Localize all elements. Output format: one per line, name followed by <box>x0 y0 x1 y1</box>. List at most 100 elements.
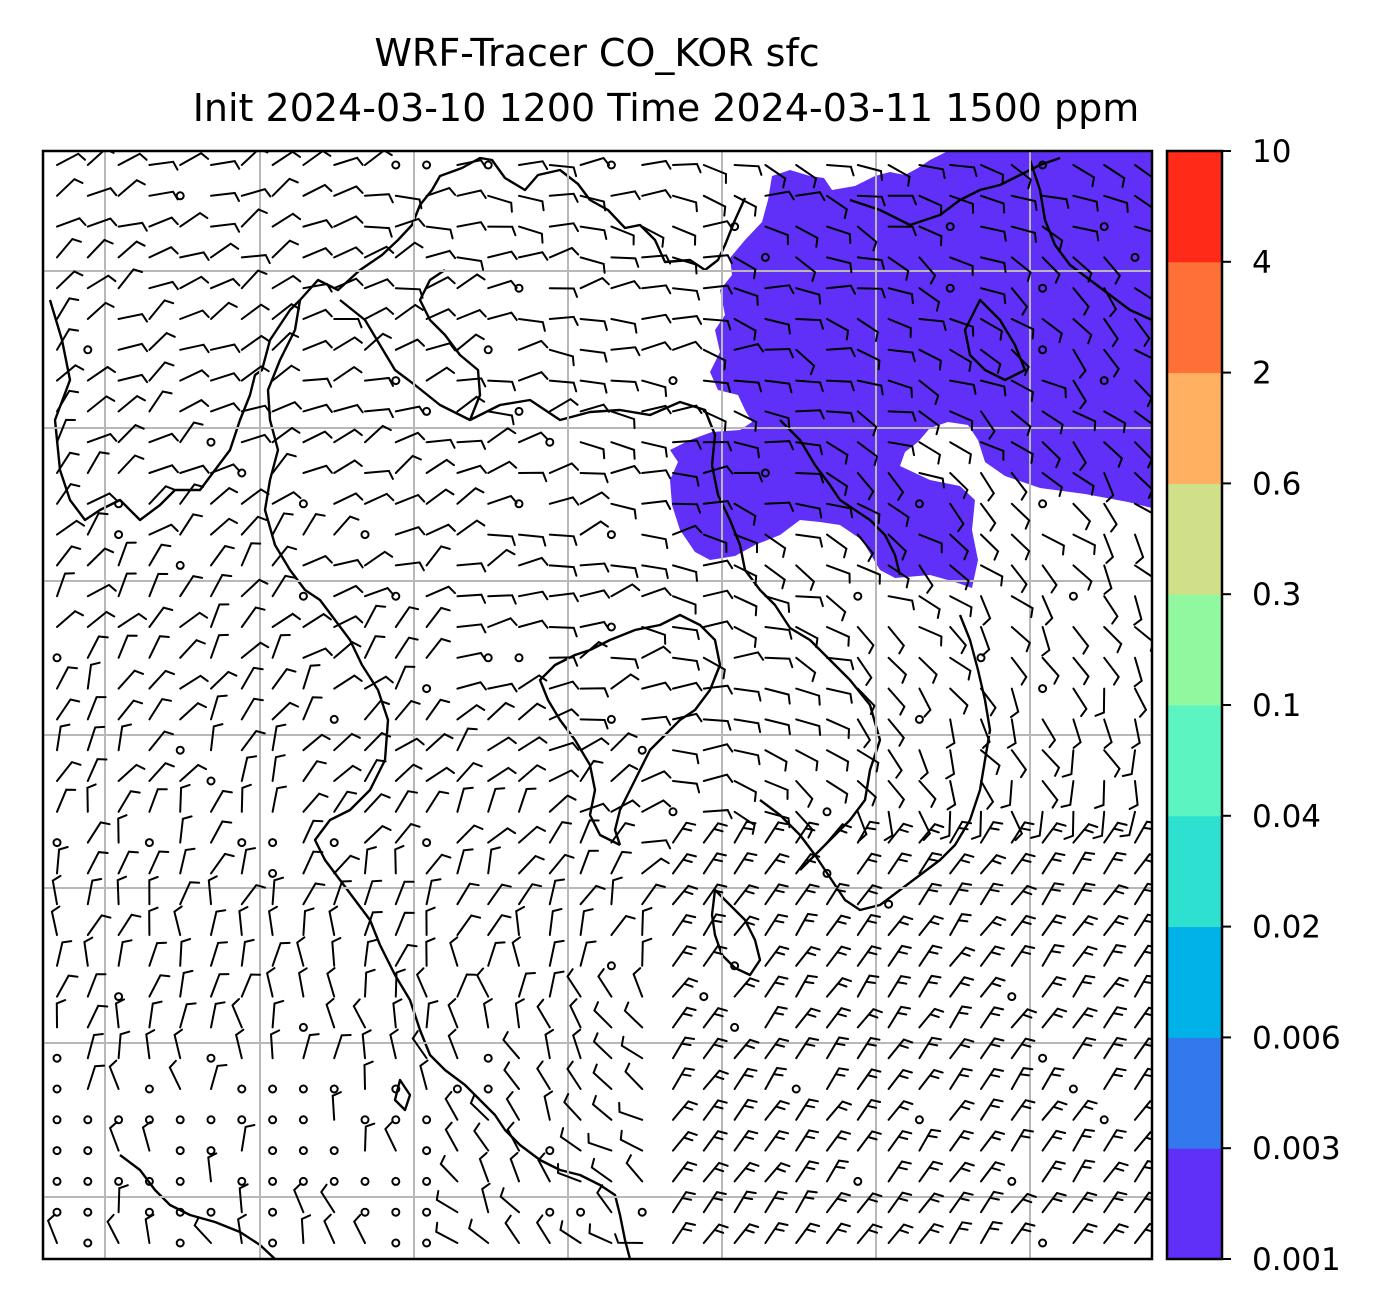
wind-barb <box>148 523 179 536</box>
wind-barb <box>148 246 179 259</box>
wind-barb <box>826 882 850 906</box>
wind-barb <box>1094 780 1106 809</box>
wind-calm-circle <box>268 1146 278 1156</box>
wind-barb <box>1103 1223 1129 1244</box>
wind-barb <box>918 472 945 489</box>
wind-barb <box>1072 410 1097 432</box>
wind-calm-circle <box>237 1115 247 1125</box>
wind-barb <box>918 1222 944 1244</box>
colorbar-tick-label: 0.6 <box>1252 466 1301 502</box>
wind-barb <box>672 977 699 998</box>
wind-barb <box>795 409 825 420</box>
wind-barb <box>945 749 956 780</box>
wind-barb <box>795 502 823 519</box>
wind-barb <box>887 502 910 527</box>
wind-barb <box>702 465 734 475</box>
wind-barb <box>856 379 884 396</box>
wind-barb <box>456 308 487 320</box>
wind-barb <box>918 410 940 436</box>
colorbar-segment <box>1167 705 1222 817</box>
wind-barb <box>548 878 566 906</box>
wind-barb <box>456 914 482 936</box>
wind-barb <box>672 404 703 414</box>
wind-barb <box>1134 502 1152 515</box>
wind-barb <box>86 395 116 413</box>
wind-barb <box>56 760 82 782</box>
wind-barb <box>535 1214 551 1244</box>
wind-barb <box>173 905 183 936</box>
wind-calm-circle <box>83 1146 93 1156</box>
wind-barb <box>579 718 609 730</box>
wind-barb <box>579 403 611 413</box>
wind-barb <box>980 1037 1005 1060</box>
wind-barbs <box>46 151 1152 1248</box>
wind-barb <box>795 441 823 456</box>
wind-barb <box>733 687 762 702</box>
wind-barb <box>271 331 300 351</box>
wind-calm-circle <box>545 1146 555 1156</box>
wind-barb <box>1010 287 1029 316</box>
wind-barb <box>86 365 116 382</box>
wind-barb <box>1072 718 1082 749</box>
wind-barb <box>702 1161 729 1183</box>
wind-barb <box>856 318 879 342</box>
wind-barb <box>148 730 174 752</box>
wind-barb <box>918 823 945 844</box>
wind-barb <box>302 850 324 875</box>
wind-barb <box>1010 749 1028 779</box>
wind-barb <box>1041 1191 1067 1214</box>
wind-barb <box>672 524 703 536</box>
wind-calm-circle <box>360 1176 370 1186</box>
wind-barb <box>148 390 173 413</box>
wind-barb <box>364 699 390 721</box>
wind-barb <box>856 348 881 371</box>
wind-barb <box>826 595 847 622</box>
wind-barb <box>240 606 266 628</box>
wind-barb <box>108 1059 120 1090</box>
wind-calm-circle <box>637 745 647 755</box>
wind-barb <box>518 160 549 171</box>
wind-barb <box>439 1154 459 1183</box>
wind-barb <box>117 312 148 323</box>
wind-barb <box>487 883 512 906</box>
wind-barb <box>271 302 301 320</box>
wind-barb <box>1103 1067 1127 1090</box>
wind-barb <box>918 287 941 312</box>
wind-barb <box>856 749 880 773</box>
wind-barb <box>826 256 853 274</box>
wind-calm-circle <box>52 1207 62 1217</box>
wind-barb <box>456 333 485 351</box>
wind-barb <box>980 441 1005 461</box>
wind-barb <box>148 485 176 505</box>
wind-barb <box>210 603 230 628</box>
wind-barb <box>487 701 515 721</box>
wind-barb <box>980 533 1000 561</box>
wind-barb <box>702 718 732 731</box>
wind-barb <box>887 687 906 716</box>
wind-barb <box>1072 974 1096 998</box>
colorbar-tick-label: 0.006 <box>1252 1020 1341 1056</box>
wind-barb <box>672 225 697 246</box>
colorbar-segment <box>1167 1037 1222 1149</box>
wind-barb <box>537 1152 551 1183</box>
wind-barb <box>826 379 855 392</box>
wind-barb <box>333 558 364 569</box>
wind-barb <box>826 780 849 804</box>
wind-calm-circle <box>391 376 401 386</box>
wind-barb <box>579 256 606 274</box>
wind-barb <box>456 848 474 875</box>
wind-barb <box>394 526 426 536</box>
wind-barb <box>1134 164 1152 189</box>
wind-barb <box>826 687 853 704</box>
wind-barb <box>518 533 547 547</box>
wind-barb <box>918 687 932 718</box>
wind-barb <box>764 718 791 736</box>
wind-barb <box>949 441 972 465</box>
wind-barb <box>702 164 728 184</box>
wind-barb <box>702 589 734 600</box>
wind-barb <box>949 946 976 967</box>
wind-barb <box>672 340 703 351</box>
wind-barb <box>764 656 794 669</box>
wind-barb <box>482 998 493 1029</box>
colorbar-tick-label: 10 <box>1252 134 1291 170</box>
